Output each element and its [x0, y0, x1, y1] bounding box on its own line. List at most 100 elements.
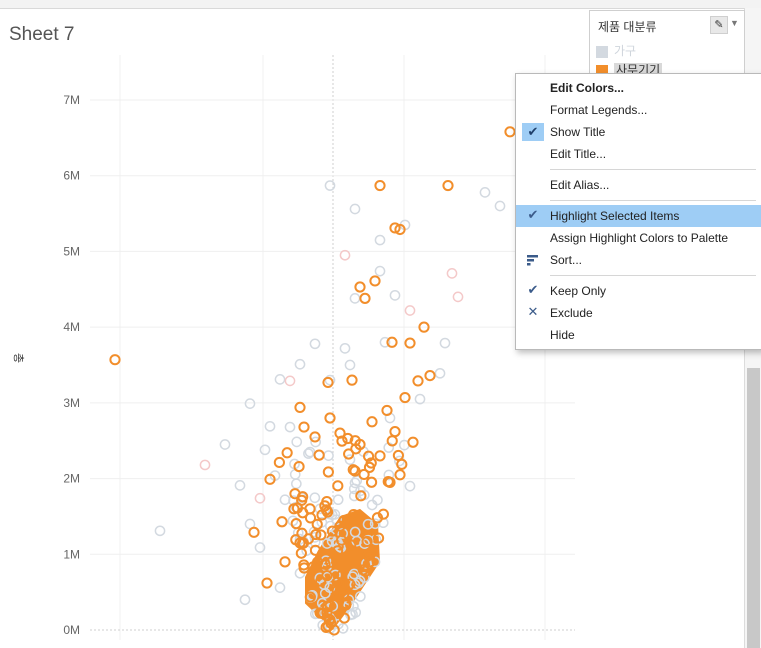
scatter-point[interactable]	[261, 577, 273, 589]
scatter-point[interactable]	[239, 594, 251, 606]
legend-context-menu[interactable]: Edit Colors... Format Legends... ✔ Show …	[515, 73, 761, 350]
scatter-point[interactable]	[293, 460, 305, 473]
scatter-point[interactable]	[297, 491, 309, 503]
scatter-point[interactable]	[324, 180, 336, 191]
scatter-point[interactable]	[348, 483, 360, 495]
scatter-point[interactable]	[412, 375, 424, 387]
scatter-point[interactable]	[382, 475, 394, 488]
scatter-point[interactable]	[361, 535, 373, 548]
menu-item-format-legends[interactable]: Format Legends...	[516, 99, 761, 121]
scatter-point[interactable]	[424, 370, 436, 382]
menu-item-edit-alias[interactable]: Edit Alias...	[516, 174, 761, 196]
scatter-point[interactable]	[332, 494, 344, 506]
scatter-point[interactable]	[350, 443, 362, 455]
scatter-point[interactable]	[355, 591, 366, 602]
scatter-point[interactable]	[362, 550, 374, 562]
scatter-point[interactable]	[290, 478, 302, 490]
menu-item-exclude[interactable]: ✕ Exclude	[516, 302, 761, 324]
scatter-point[interactable]	[348, 490, 360, 502]
scatter-point[interactable]	[319, 500, 331, 512]
scatter-point[interactable]	[274, 582, 286, 593]
scatter-point[interactable]	[332, 545, 344, 557]
scatter-point[interactable]	[354, 281, 366, 293]
scatter-point[interactable]	[372, 494, 383, 506]
scatter-point[interactable]	[199, 459, 211, 471]
menu-item-assign-highlight-colors[interactable]: Assign Highlight Colors to Palette	[516, 227, 761, 249]
scatter-point[interactable]	[345, 539, 357, 551]
menu-item-keep-only[interactable]: ✔ Keep Only	[516, 280, 761, 302]
scatter-point[interactable]	[374, 450, 386, 462]
menu-item-edit-title[interactable]: Edit Title...	[516, 143, 761, 165]
scatter-point[interactable]	[296, 527, 308, 539]
scatter-point[interactable]	[379, 336, 391, 348]
scatter-point[interactable]	[281, 447, 293, 459]
scatter-point[interactable]	[274, 374, 286, 385]
scatter-point[interactable]	[404, 480, 416, 492]
scatter-point[interactable]	[371, 512, 384, 524]
scatter-point[interactable]	[404, 305, 416, 316]
scatter-point[interactable]	[344, 359, 356, 371]
scatter-point[interactable]	[372, 532, 385, 544]
scatter-point[interactable]	[374, 179, 386, 192]
scatter-point[interactable]	[446, 268, 458, 279]
scatter-point[interactable]	[394, 469, 406, 481]
scatter-point[interactable]	[273, 456, 285, 469]
scatter-point[interactable]	[329, 508, 341, 520]
scatter-point[interactable]	[309, 544, 322, 556]
scatter-point[interactable]	[322, 376, 334, 389]
scatter-point[interactable]	[344, 578, 356, 590]
scatter-point[interactable]	[154, 525, 166, 537]
scatter-point[interactable]	[219, 439, 231, 450]
scatter-point[interactable]	[314, 607, 326, 619]
scatter-point[interactable]	[358, 572, 370, 583]
scatter-point[interactable]	[365, 476, 378, 488]
scatter-point[interactable]	[374, 234, 386, 246]
scatter-point[interactable]	[294, 401, 306, 413]
scatter-point[interactable]	[414, 393, 426, 405]
scatter-point[interactable]	[383, 469, 395, 481]
scatter-point[interactable]	[248, 526, 260, 538]
pencil-icon[interactable]: ✎	[710, 16, 728, 34]
scatter-point[interactable]	[264, 473, 276, 485]
scatter-point[interactable]	[332, 480, 344, 492]
scatter-point[interactable]	[323, 450, 334, 461]
scatter-point[interactable]	[276, 516, 288, 528]
scatter-point[interactable]	[369, 518, 381, 530]
scatter-point[interactable]	[297, 507, 309, 519]
scatter-point[interactable]	[335, 534, 348, 546]
scatter-point[interactable]	[349, 477, 361, 489]
scatter-point[interactable]	[342, 432, 354, 445]
scatter-point[interactable]	[309, 431, 321, 443]
scatter-point[interactable]	[350, 607, 362, 618]
scatter-point[interactable]	[321, 570, 333, 582]
scatter-point[interactable]	[259, 444, 271, 456]
scatter-point[interactable]	[386, 336, 398, 348]
scatter-point[interactable]	[349, 579, 361, 591]
scatter-point[interactable]	[358, 468, 370, 481]
scatter-point[interactable]	[326, 525, 339, 537]
color-legend[interactable]: 제품 대분류 ✎ ▼ 가구 사무기기	[589, 10, 745, 82]
scatter-point[interactable]	[304, 591, 316, 603]
scatter-point[interactable]	[349, 293, 361, 304]
scatter-point[interactable]	[337, 528, 348, 539]
scatter-point[interactable]	[339, 342, 351, 354]
scatter-point[interactable]	[339, 598, 351, 610]
scatter-point[interactable]	[494, 200, 506, 212]
scatter-point[interactable]	[254, 542, 266, 553]
scatter-point[interactable]	[284, 375, 296, 387]
scatter-point[interactable]	[504, 126, 516, 138]
scatter-point[interactable]	[309, 492, 321, 504]
scatter-point[interactable]	[479, 187, 491, 198]
scatter-point[interactable]	[304, 512, 317, 524]
scatter-point[interactable]	[404, 337, 416, 349]
scatter-point[interactable]	[264, 420, 276, 432]
scatter-point[interactable]	[302, 533, 315, 545]
scatter-point[interactable]	[366, 416, 378, 428]
scatter-point[interactable]	[303, 448, 314, 459]
scatter-point[interactable]	[313, 449, 325, 461]
scatter-point[interactable]	[347, 464, 359, 476]
scatter-point[interactable]	[365, 457, 377, 469]
scatter-point[interactable]	[389, 426, 401, 438]
sheet-title[interactable]: Sheet 7	[9, 24, 75, 45]
scatter-point[interactable]	[322, 466, 334, 478]
